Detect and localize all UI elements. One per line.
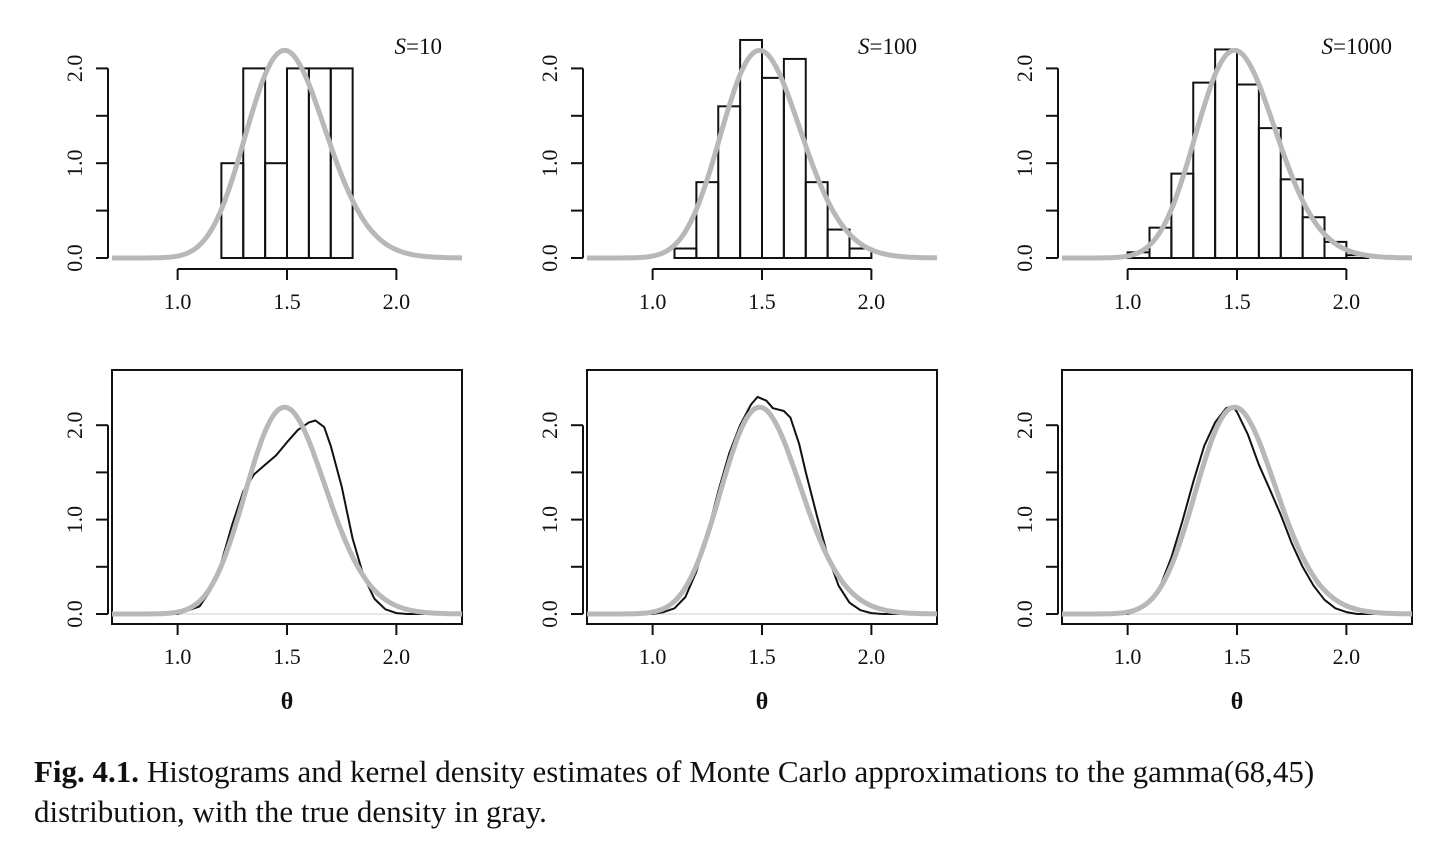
histogram-bar xyxy=(673,247,698,260)
sample-size-symbol: S xyxy=(395,34,407,59)
panel-5: 0.0 1.0 2.0 1.0 1.5 2.0 θ xyxy=(537,369,938,715)
figure-caption: Fig. 4.1. Histograms and kernel density … xyxy=(34,752,1434,832)
y-tick-label: 1.0 xyxy=(62,149,87,177)
y-tick-label: 2.0 xyxy=(1012,55,1037,83)
y-tick-label: 0.0 xyxy=(62,600,87,628)
histogram-bar xyxy=(782,57,807,259)
y-tick-label: 2.0 xyxy=(62,55,87,83)
x-tick-label: 1.5 xyxy=(273,289,301,314)
panel-6: 0.0 1.0 2.0 1.0 1.5 2.0 θ xyxy=(1012,369,1413,715)
x-tick-label: 1.5 xyxy=(748,289,776,314)
sample-size-symbol: S xyxy=(1322,34,1334,59)
y-tick-label: 0.0 xyxy=(62,244,87,272)
x-tick-label: 1.0 xyxy=(1114,644,1142,669)
sample-size-label: S=100 xyxy=(858,34,917,59)
histogram-bar xyxy=(695,181,720,259)
caption-text: Histograms and kernel density estimates … xyxy=(34,754,1315,829)
histogram-bar xyxy=(848,247,873,260)
x-tick-label: 2.0 xyxy=(858,644,886,669)
histogram-bar xyxy=(1214,48,1238,259)
x-tick-label: 1.0 xyxy=(639,289,667,314)
plot-frame xyxy=(1061,369,1413,625)
panel-1: 0.0 1.0 2.0 1.0 1.5 2.0 S=10 xyxy=(62,34,463,314)
kde-line xyxy=(112,419,462,615)
panel-4: 0.0 1.0 2.0 1.0 1.5 2.0 θ xyxy=(62,369,463,715)
y-tick-label: 2.0 xyxy=(537,55,562,83)
true-density-line xyxy=(1061,47,1413,261)
x-axis-label: θ xyxy=(281,689,294,715)
histogram-bar xyxy=(329,67,354,260)
true-density-line xyxy=(586,404,938,617)
figure-panels: 0.01.02.01.0 1.5 2.0S=100.01.02.01.0 1.5 2.0… xyxy=(62,34,1413,715)
histogram-bar xyxy=(264,162,288,259)
x-tick-label: 2.0 xyxy=(858,289,886,314)
y-tick-label: 2.0 xyxy=(1012,411,1037,439)
histogram-bar xyxy=(1257,127,1282,259)
histogram-bar xyxy=(826,228,851,259)
true-density-line xyxy=(111,47,463,261)
sample-size-label: S=1000 xyxy=(1322,34,1392,59)
panel-3: 0.0 1.0 2.0 1.0 1.5 2.0 S=1000 xyxy=(1012,34,1413,314)
y-tick-label: 1.0 xyxy=(537,149,562,177)
sample-size-value: =10 xyxy=(406,34,442,59)
panel-2: 0.0 1.0 2.0 1.0 1.5 2.0 S=100 xyxy=(537,34,938,314)
histogram-bar xyxy=(1236,83,1260,259)
x-tick-label: 1.5 xyxy=(748,644,776,669)
histogram-bar xyxy=(242,67,267,260)
x-tick-label: 1.5 xyxy=(1223,289,1251,314)
true-density-line xyxy=(111,404,463,617)
true-density-line xyxy=(586,47,938,261)
x-tick-label: 2.0 xyxy=(1333,289,1361,314)
y-tick-label: 1.0 xyxy=(62,506,87,534)
y-tick-label: 1.0 xyxy=(537,506,562,534)
y-tick-label: 0.0 xyxy=(537,600,562,628)
sample-size-symbol: S xyxy=(858,34,870,59)
x-tick-label: 2.0 xyxy=(1333,644,1361,669)
y-tick-label: 1.0 xyxy=(1012,149,1037,177)
x-tick-label: 1.5 xyxy=(1223,644,1251,669)
sample-size-value: =100 xyxy=(870,34,917,59)
sample-size-value: =1000 xyxy=(1333,34,1392,59)
x-tick-label: 2.0 xyxy=(383,644,411,669)
x-tick-label: 1.0 xyxy=(164,289,192,314)
y-tick-label: 2.0 xyxy=(62,411,87,439)
x-tick-label: 1.0 xyxy=(164,644,192,669)
plot-frame xyxy=(111,369,463,625)
x-tick-label: 1.0 xyxy=(639,644,667,669)
caption-label: Fig. 4.1. xyxy=(34,754,140,789)
true-density-line xyxy=(1061,404,1413,617)
x-tick-label: 2.0 xyxy=(383,289,411,314)
kde-line xyxy=(1062,405,1412,615)
y-tick-label: 1.0 xyxy=(1012,506,1037,534)
x-axis-label: θ xyxy=(756,689,769,715)
x-tick-label: 1.5 xyxy=(273,644,301,669)
y-tick-label: 0.0 xyxy=(537,244,562,272)
x-axis-label: θ xyxy=(1231,689,1244,715)
y-tick-label: 2.0 xyxy=(537,411,562,439)
sample-size-label: S=10 xyxy=(395,34,442,59)
y-tick-label: 0.0 xyxy=(1012,600,1037,628)
plot-frame xyxy=(586,369,938,625)
y-tick-label: 0.0 xyxy=(1012,244,1037,272)
x-tick-label: 1.0 xyxy=(1114,289,1142,314)
kde-line xyxy=(587,395,937,615)
histogram-bar xyxy=(761,76,785,259)
histogram-bar xyxy=(286,67,310,260)
